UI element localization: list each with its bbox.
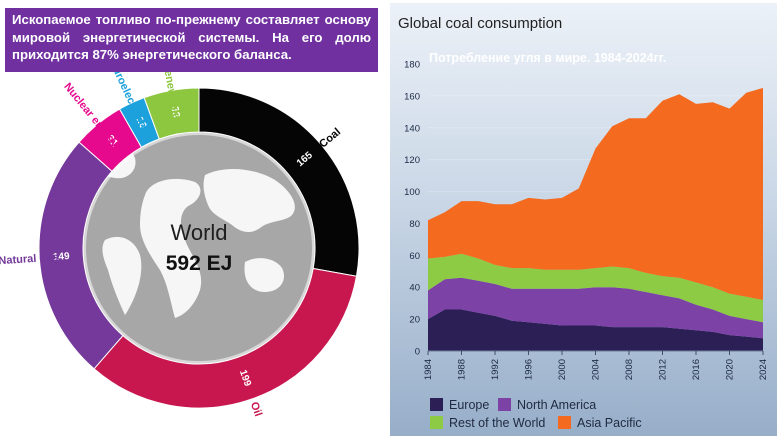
x-tick-label-2000: 2000 [557, 359, 568, 380]
area-chart-subtitle: Потребление угля в мире. 1984-2024гг. [429, 51, 666, 65]
donut-label-coal: Coal [317, 126, 343, 151]
y-tick-label-140: 140 [404, 123, 420, 134]
area-series-rest-of-the-world [428, 253, 763, 323]
coal-consumption-area-chart: Global coal consumption Потребление угля … [398, 15, 769, 380]
y-tick-label-160: 160 [404, 91, 420, 102]
x-tick-label-2024: 2024 [758, 359, 769, 380]
x-tick-label-2012: 2012 [658, 359, 669, 380]
x-tick-label-1992: 1992 [490, 359, 501, 380]
area-series-europe [428, 309, 763, 351]
donut-value-other-renewables: 33 [169, 106, 182, 119]
donut-slice-other-renewables [143, 87, 200, 140]
legend-swatch-north-america [498, 398, 511, 411]
x-tick-label-2004: 2004 [591, 359, 602, 380]
donut-center-total: 592 EJ [166, 252, 233, 275]
x-tick-label-1988: 1988 [457, 359, 468, 380]
donut-value-natural-gas: 149 [53, 251, 71, 263]
globe-continent-2 [203, 168, 295, 232]
area-chart-title: Global coal consumption [398, 15, 562, 32]
x-tick-label-1984: 1984 [423, 359, 434, 380]
legend-label-north-america: North America [517, 398, 597, 412]
summary-banner: Ископаемое топливо по-прежнему составляе… [5, 8, 378, 72]
x-tick-label-2016: 2016 [691, 359, 702, 380]
globe-continent-3 [244, 258, 285, 292]
globe-continent-5 [102, 236, 142, 315]
donut-label-oil: Oil [248, 400, 264, 418]
energy-mix-panel: 165 Coal 199 Oil 149 Natural gas 31 Nuclear ene… [0, 8, 378, 419]
legend-north-america: North America [498, 398, 596, 412]
y-tick-label-120: 120 [404, 155, 420, 166]
x-tick-label-2008: 2008 [624, 359, 635, 380]
legend-label-rest-of-world: Rest of the World [449, 416, 546, 430]
donut-center-world-label: World [170, 220, 227, 245]
y-tick-label-40: 40 [409, 283, 420, 294]
legend-swatch-rest-of-world [430, 416, 443, 429]
legend-label-europe: Europe [449, 398, 490, 412]
donut-value-hydroelectricity: 16 [134, 115, 149, 130]
area-series-north-america [428, 277, 763, 339]
x-tick-label-1996: 1996 [524, 359, 535, 380]
coal-consumption-panel: Global coal consumption Потребление угля … [390, 3, 777, 436]
donut-slice-oil [93, 267, 358, 409]
y-tick-label-60: 60 [409, 251, 420, 262]
x-tick-label-2020: 2020 [725, 359, 736, 380]
legend-europe: Europe [430, 398, 489, 412]
y-tick-label-180: 180 [404, 60, 420, 71]
y-tick-label-100: 100 [404, 187, 420, 198]
legend-rest-of-world: Rest of the World [430, 416, 545, 430]
legend-swatch-europe [430, 398, 443, 411]
donut-value-oil: 199 [237, 368, 253, 388]
y-tick-label-0: 0 [415, 347, 420, 358]
legend-swatch-asia-pacific [558, 416, 571, 429]
area-series-asia-pacific [428, 87, 763, 301]
donut-label-natural-gas: Natural gas [0, 251, 59, 267]
y-tick-label-20: 20 [409, 315, 420, 326]
y-tick-label-80: 80 [409, 219, 420, 230]
legend-asia-pacific: Asia Pacific [558, 416, 642, 430]
globe-continent-1 [140, 178, 202, 318]
legend-label-asia-pacific: Asia Pacific [577, 416, 642, 430]
